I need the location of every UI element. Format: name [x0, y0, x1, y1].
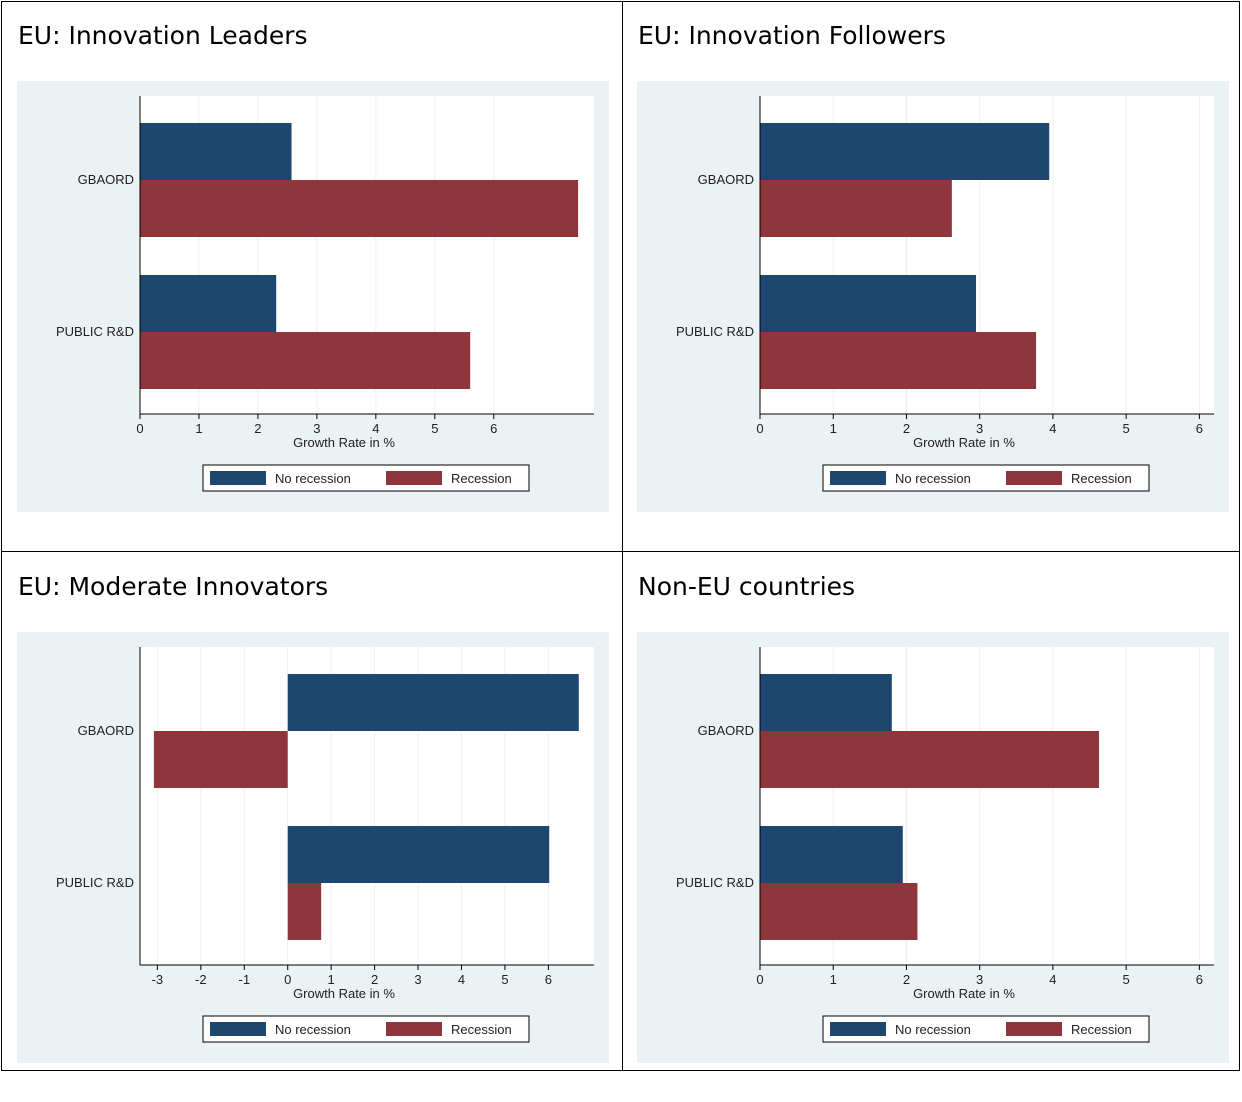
x-tick-label: 4 — [458, 972, 465, 987]
x-tick-label: 5 — [1123, 421, 1130, 436]
x-tick-label: 5 — [501, 972, 508, 987]
bar-recession — [760, 180, 952, 237]
legend-swatch-no-recession — [210, 471, 266, 485]
legend: No recession Recession — [822, 464, 1150, 492]
x-tick-label: -3 — [152, 972, 164, 987]
legend-label-no-recession: No recession — [275, 1022, 351, 1037]
x-tick-label: 3 — [414, 972, 421, 987]
x-tick-label: 0 — [756, 972, 763, 987]
legend-label-no-recession: No recession — [895, 471, 971, 486]
x-tick-label: 2 — [254, 421, 261, 436]
legend: No recession Recession — [202, 464, 530, 492]
category-label: PUBLIC R&D — [56, 875, 134, 890]
x-tick-label: 4 — [1049, 421, 1056, 436]
x-tick-label: 1 — [830, 972, 837, 987]
legend-swatch-recession — [386, 471, 442, 485]
legend: No recession Recession — [202, 1015, 530, 1043]
x-axis-label: Growth Rate in % — [913, 986, 1015, 1001]
x-tick-label: 0 — [284, 972, 291, 987]
x-tick-label: -2 — [195, 972, 207, 987]
panel-title: EU: Innovation Leaders — [18, 21, 308, 50]
bar-recession — [760, 883, 918, 940]
panel-non-eu-countries: Non-EU countries GBAORD PUBLIC R&D 0 1 2 3 4 5 6… — [621, 552, 1241, 1102]
x-axis-label: Growth Rate in % — [913, 435, 1015, 450]
panel-moderate-innovators: EU: Moderate Innovators GBAORD PUBLIC R&D… — [1, 552, 621, 1102]
legend: No recession Recession — [822, 1015, 1150, 1043]
x-tick-label: 5 — [1123, 972, 1130, 987]
bar-no-recession — [287, 674, 579, 731]
bar-recession — [287, 883, 322, 940]
category-label: GBAORD — [698, 723, 754, 738]
x-tick-label: -1 — [238, 972, 250, 987]
x-tick-label: 3 — [976, 421, 983, 436]
x-tick-label: 3 — [976, 972, 983, 987]
x-tick-label: 1 — [195, 421, 202, 436]
legend-label-recession: Recession — [1071, 471, 1132, 486]
bar-no-recession — [287, 826, 550, 883]
legend-swatch-no-recession — [830, 1022, 886, 1036]
bar-no-recession — [760, 674, 892, 731]
legend-label-recession: Recession — [1071, 1022, 1132, 1037]
bar-no-recession — [140, 123, 292, 180]
legend-label-no-recession: No recession — [275, 471, 351, 486]
legend-swatch-no-recession — [830, 471, 886, 485]
figure-frame — [1, 1, 1240, 1071]
x-tick-label: 0 — [756, 421, 763, 436]
legend-label-no-recession: No recession — [895, 1022, 971, 1037]
x-tick-label: 4 — [1049, 972, 1056, 987]
category-label: PUBLIC R&D — [56, 324, 134, 339]
bar-chart: GBAORD PUBLIC R&D 0 1 2 3 4 5 6 Growth Rate in % N… — [637, 632, 1229, 1063]
panel-title: EU: Innovation Followers — [638, 21, 946, 50]
x-tick-label: 3 — [313, 421, 320, 436]
bar-recession — [140, 332, 471, 389]
bar-no-recession — [760, 123, 1050, 180]
category-label: GBAORD — [78, 172, 134, 187]
bar-recession — [153, 731, 288, 788]
x-tick-label: 6 — [490, 421, 497, 436]
legend-swatch-recession — [386, 1022, 442, 1036]
x-tick-label: 6 — [545, 972, 552, 987]
category-label: GBAORD — [78, 723, 134, 738]
panel-innovation-leaders: EU: Innovation Leaders GBAORD PUBLIC R&D 0… — [1, 1, 621, 551]
x-tick-label: 2 — [903, 421, 910, 436]
bar-chart: GBAORD PUBLIC R&D 0 1 2 3 4 5 6 Growth Rate in % N… — [637, 81, 1229, 512]
bar-recession — [760, 332, 1037, 389]
panel-title: EU: Moderate Innovators — [18, 572, 329, 601]
panel-innovation-followers: EU: Innovation Followers GBAORD PUBLIC R&… — [621, 1, 1241, 551]
bar-recession — [760, 731, 1100, 788]
bar-no-recession — [760, 826, 903, 883]
x-tick-label: 0 — [136, 421, 143, 436]
x-tick-label: 5 — [431, 421, 438, 436]
legend-label-recession: Recession — [451, 1022, 512, 1037]
cell-divider-horizontal — [1, 551, 1240, 552]
bar-chart: GBAORD PUBLIC R&D -3 -2 -1 0 1 2 3 4 5 6 Growth Rate… — [17, 632, 609, 1063]
x-axis-label: Growth Rate in % — [293, 435, 395, 450]
x-axis-label: Growth Rate in % — [293, 986, 395, 1001]
category-label: PUBLIC R&D — [676, 875, 754, 890]
bar-no-recession — [760, 275, 977, 332]
x-tick-label: 1 — [328, 972, 335, 987]
x-tick-label: 1 — [830, 421, 837, 436]
x-tick-label: 6 — [1196, 972, 1203, 987]
category-label: GBAORD — [698, 172, 754, 187]
x-tick-label: 6 — [1196, 421, 1203, 436]
x-tick-label: 4 — [372, 421, 379, 436]
legend-label-recession: Recession — [451, 471, 512, 486]
bar-recession — [140, 180, 579, 237]
legend-swatch-recession — [1006, 471, 1062, 485]
panel-title: Non-EU countries — [638, 572, 856, 601]
x-tick-label: 2 — [371, 972, 378, 987]
x-tick-label: 2 — [903, 972, 910, 987]
bar-no-recession — [140, 275, 277, 332]
bar-chart: GBAORD PUBLIC R&D 0 1 2 3 4 5 6 Growth Rate in % N… — [17, 81, 609, 512]
legend-swatch-recession — [1006, 1022, 1062, 1036]
cell-divider-vertical — [622, 1, 623, 1071]
legend-swatch-no-recession — [210, 1022, 266, 1036]
category-label: PUBLIC R&D — [676, 324, 754, 339]
